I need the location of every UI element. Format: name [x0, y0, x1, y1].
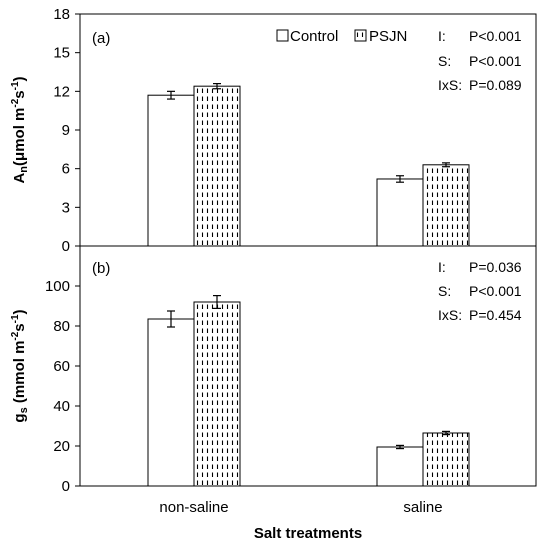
- panel-b-bar-control-saline: [376, 446, 424, 487]
- panel-a-y-tick-label: 9: [62, 122, 70, 139]
- panel-b-stat-p-2: P<0.001: [469, 283, 522, 299]
- panel-a-stat-p-1: P<0.001: [469, 28, 522, 44]
- x-category-label: saline: [403, 499, 442, 516]
- panel-a-bar-control-saline: [376, 178, 424, 247]
- panel-a-y-tick-label: 12: [53, 83, 70, 100]
- panel-b-y-tick-label: 80: [53, 318, 70, 335]
- panel-b-error-bar-psjn-non-saline: [213, 295, 221, 309]
- panel-a-y-axis-label: An(μmol m-2s-1): [10, 76, 30, 183]
- panel-a: (a) 0 3 6 9 12 15 18 I: P<0.001 S: P<0.001 IxS…: [10, 6, 537, 255]
- panel-a-label: (a): [92, 30, 110, 47]
- panel-b-label: (b): [92, 260, 110, 277]
- legend-swatch-control: [276, 29, 289, 42]
- panel-a-error-bar-psjn-non-saline: [213, 82, 221, 90]
- panel-b-y-tick-label: 0: [62, 478, 70, 495]
- panel-b-y-tick-label: 20: [53, 438, 70, 455]
- x-category-labels: non-saline saline: [159, 499, 442, 516]
- panel-a-y-tick-label: 15: [53, 45, 70, 62]
- panel-a-error-bar-control-saline: [396, 175, 404, 183]
- panel-b-error-bar-control-non-saline: [167, 310, 175, 328]
- legend-label-control: Control: [290, 28, 338, 45]
- panel-a-y-tick-label: 3: [62, 199, 70, 216]
- panel-a-y-tick-label: 18: [53, 6, 70, 23]
- legend-label-psjn: PSJN: [369, 28, 407, 45]
- panel-a-stats: I: P<0.001 S: P<0.001 IxS: P=0.089: [438, 28, 522, 93]
- panel-b-stat-p-3: P=0.454: [469, 307, 522, 323]
- x-axis-label: Salt treatments: [254, 525, 362, 542]
- panel-b-bar-control-non-saline: [147, 318, 195, 487]
- panel-a-bar-psjn-non-saline: [193, 85, 241, 247]
- panel-a-bar-control-non-saline: [147, 94, 195, 247]
- panel-a-bars: [147, 82, 470, 247]
- panel-a-y-ticks: 0 3 6 9 12 15 18: [53, 6, 80, 255]
- panel-a-bar-psjn-saline: [422, 164, 470, 247]
- panel-a-stat-p-2: P<0.001: [469, 53, 522, 69]
- panel-a-y-tick-label: 6: [62, 161, 70, 178]
- legend-swatch-psjn: [354, 29, 367, 42]
- panel-a-stat-term-2: S:: [438, 53, 451, 69]
- panel-a-error-bar-control-non-saline: [167, 90, 175, 100]
- panel-a-stat-term-3: IxS:: [438, 77, 462, 93]
- panel-b-y-axis-label: gs (mmol m-2s-1): [10, 309, 30, 422]
- panel-b: (b) 0 20 40 60 80 100 I: P=0.036 S: P<0.001 I…: [10, 245, 537, 495]
- panel-a-y-tick-label: 0: [62, 238, 70, 255]
- panel-b-y-ticks: 0 20 40 60 80 100: [45, 278, 80, 495]
- panel-a-error-bar-psjn-saline: [442, 162, 450, 168]
- panel-b-y-tick-label: 100: [45, 278, 70, 295]
- panel-a-stat-p-3: P=0.089: [469, 77, 522, 93]
- panel-b-y-tick-label: 60: [53, 358, 70, 375]
- panel-b-bar-psjn-non-saline: [193, 301, 241, 487]
- legend: Control PSJN: [276, 28, 407, 45]
- panel-b-stats: I: P=0.036 S: P<0.001 IxS: P=0.454: [438, 259, 522, 323]
- panel-b-stat-p-1: P=0.036: [469, 259, 522, 275]
- panel-b-bars: [147, 295, 470, 487]
- panel-a-stat-term-1: I:: [438, 28, 446, 44]
- panel-b-stat-term-2: S:: [438, 283, 451, 299]
- panel-b-error-bar-control-saline: [396, 444, 404, 450]
- panel-b-error-bar-psjn-saline: [442, 430, 450, 436]
- x-category-label: non-saline: [159, 499, 228, 516]
- panel-b-stat-term-1: I:: [438, 259, 446, 275]
- panel-b-bar-psjn-saline: [422, 432, 470, 487]
- panel-b-y-tick-label: 40: [53, 398, 70, 415]
- panel-b-stat-term-3: IxS:: [438, 307, 462, 323]
